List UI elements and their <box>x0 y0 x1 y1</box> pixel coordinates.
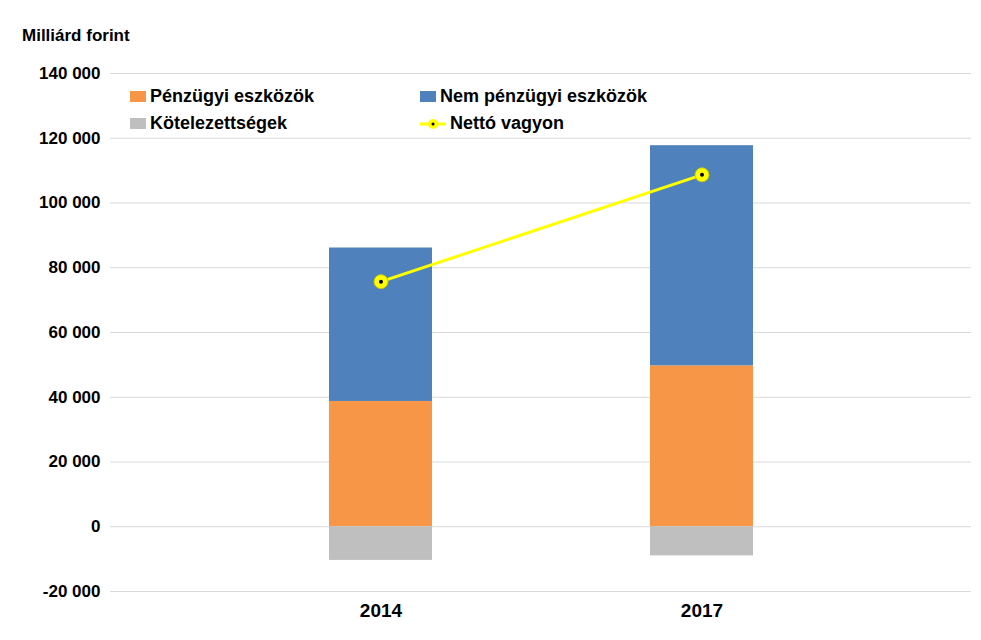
svg-text:40 000: 40 000 <box>49 388 101 407</box>
svg-text:80 000: 80 000 <box>49 258 101 277</box>
svg-text:140 000: 140 000 <box>39 64 100 83</box>
svg-text:2017: 2017 <box>681 600 723 621</box>
svg-text:20 000: 20 000 <box>49 452 101 471</box>
html-text:Pénzügyi eszközök: Pénzügyi eszközök <box>150 86 315 106</box>
svg-text:-20 000: -20 000 <box>43 582 101 601</box>
html-text:Nettó vagyon: Nettó vagyon <box>450 113 564 133</box>
svg-text:120 000: 120 000 <box>39 129 100 148</box>
html-text:Milliárd forint: Milliárd forint <box>22 26 130 45</box>
svg-text:100 000: 100 000 <box>39 193 100 212</box>
svg-text:0: 0 <box>91 517 100 536</box>
svg-text:2014: 2014 <box>360 600 403 621</box>
svg-text:60 000: 60 000 <box>49 323 101 342</box>
html-text:Nem pénzügyi eszközök: Nem pénzügyi eszközök <box>440 86 648 106</box>
html-text:Kötelezettségek: Kötelezettségek <box>150 113 288 133</box>
